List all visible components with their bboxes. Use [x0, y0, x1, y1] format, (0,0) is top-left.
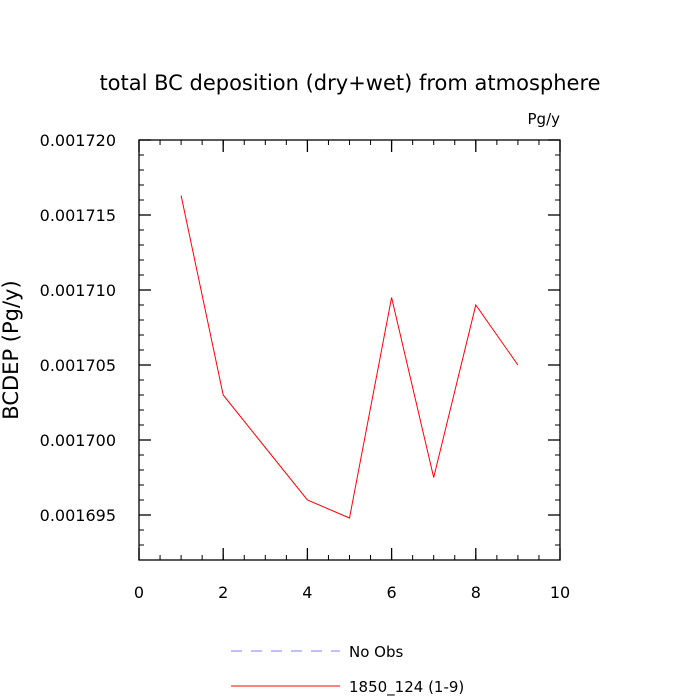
y-tick-label: 0.001705: [40, 356, 116, 375]
plot-frame: [138, 139, 561, 561]
x-tick-label: 0: [134, 583, 144, 602]
x-tick-label: 6: [387, 583, 397, 602]
x-tick-label: 4: [302, 583, 312, 602]
series-layer: [180, 195, 519, 519]
x-tick-label: 2: [218, 583, 228, 602]
y-tick-label: 0.001720: [40, 131, 116, 150]
x-tick-label: 10: [550, 583, 570, 602]
y-tick-label: 0.001695: [40, 506, 116, 525]
x-axis-ticks: 0 2 4 6 8 10: [134, 140, 570, 602]
chart-title: total BC deposition (dry+wet) from atmos…: [99, 71, 600, 95]
units-label: Pg/y: [528, 110, 561, 128]
minor-ticks: [138, 139, 561, 561]
y-axis-ticks: 0.001695 0.001700 0.001705 0.001710 0.001715…: [40, 131, 560, 525]
legend: No Obs 1850_124 (1-9): [231, 643, 464, 697]
y-axis-label: BCDEP (Pg/y): [0, 280, 23, 419]
x-tick-label: 8: [471, 583, 481, 602]
y-tick-label: 0.001715: [40, 206, 116, 225]
series-line: [180, 195, 519, 519]
y-tick-label: 0.001700: [40, 431, 116, 450]
legend-label: 1850_124 (1-9): [349, 678, 464, 697]
legend-label: No Obs: [349, 643, 403, 661]
y-tick-label: 0.001710: [40, 281, 116, 300]
